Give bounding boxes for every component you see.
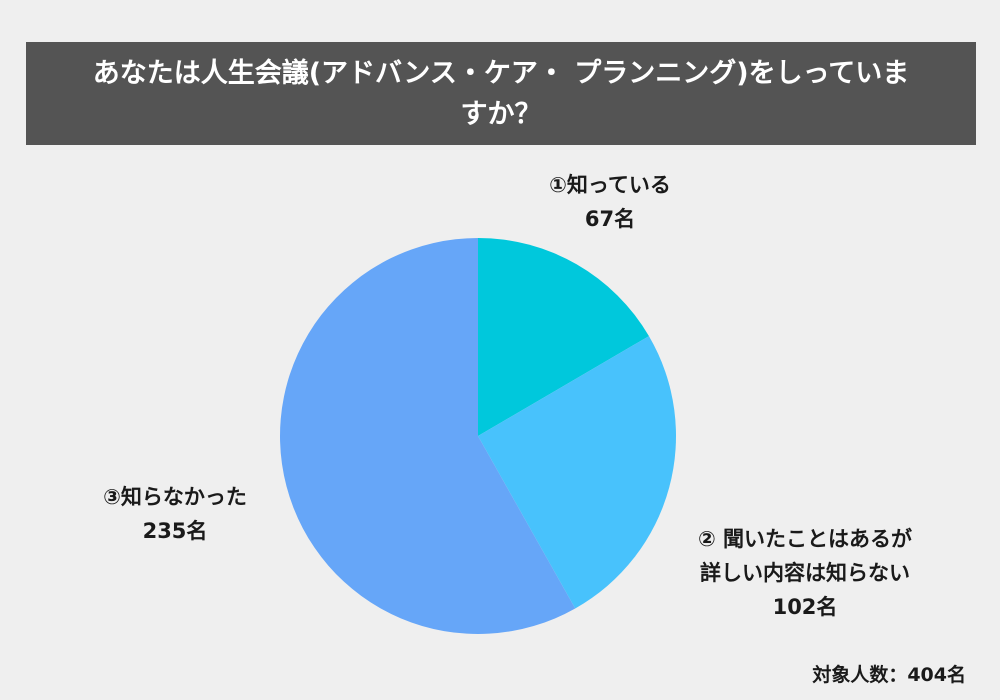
slice-label-heard: ② 聞いたことはあるが 詳しい内容は知らない 102名 — [655, 522, 955, 624]
slice-label-known: ①知っている 67名 — [500, 168, 720, 236]
slice-label-heard-value: 102名 — [772, 595, 838, 619]
pie-slice-unknown — [280, 238, 576, 634]
slice-label-heard-name-2: 詳しい内容は知らない — [700, 561, 910, 585]
title-banner: あなたは人生会議(アドバンス・ケア・ プランニング)をしっていますか？ — [26, 42, 976, 145]
slice-label-unknown: ③知らなかった 235名 — [60, 480, 290, 548]
slice-label-known-value: 67名 — [584, 207, 636, 231]
slice-label-known-name: ①知っている — [549, 173, 671, 197]
sample-size-note: 対象人数：404名 — [812, 664, 966, 686]
slice-label-unknown-name: ③知らなかった — [103, 485, 247, 509]
pie-slice-known — [478, 238, 649, 436]
slice-label-unknown-value: 235名 — [142, 519, 208, 543]
slice-label-heard-name-1: ② 聞いたことはあるが — [697, 527, 913, 551]
pie-slice-heard — [478, 336, 676, 609]
chart-title: あなたは人生会議(アドバンス・ケア・ プランニング)をしっていますか？ — [92, 57, 910, 130]
